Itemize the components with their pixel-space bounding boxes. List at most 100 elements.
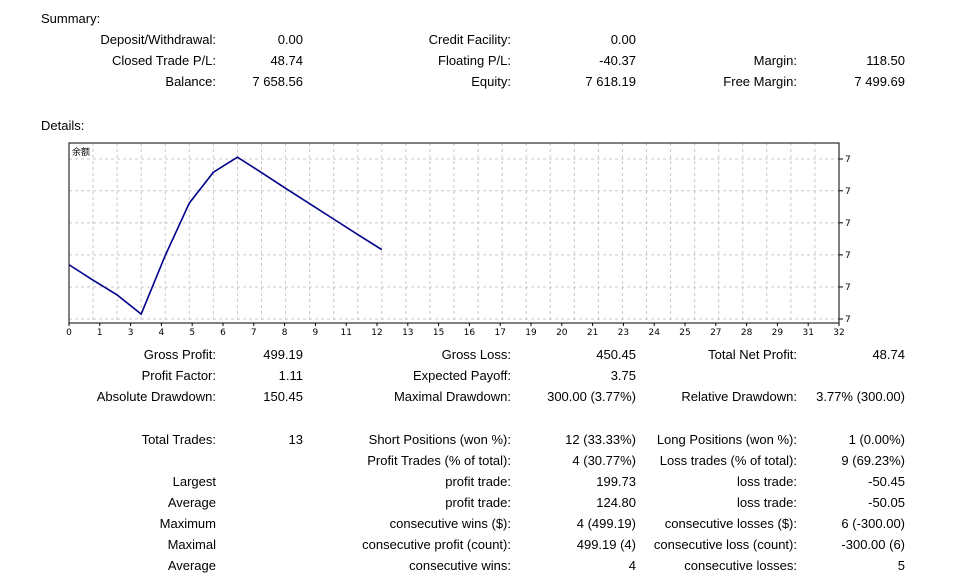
x-tick-label: 3 (128, 328, 134, 338)
x-tick-label: 21 (587, 328, 598, 338)
chart-grid (69, 143, 839, 323)
absolute-drawdown-label: Absolute Drawdown: (96, 389, 216, 404)
profit-trades-label: Profit Trades (% of total): (367, 453, 511, 468)
y-tick-label: 7850 (845, 187, 850, 197)
x-tick-label: 6 (220, 328, 226, 338)
x-tick-label: 29 (772, 328, 784, 338)
free-margin-label: Free Margin: (723, 74, 797, 89)
average-loss-label: loss trade: (737, 495, 797, 510)
y-tick-label: 7953 (845, 155, 850, 165)
maximal-drawdown-label: Maximal Drawdown: (393, 389, 511, 404)
y-tick-label: 7434 (845, 315, 850, 325)
deposit-withdrawal-label: Deposit/Withdrawal: (100, 32, 216, 47)
avg-consec-losses-label: consecutive losses: (684, 558, 797, 573)
average-consec-label: Average (167, 558, 216, 573)
y-tick-label: 7538 (845, 283, 850, 293)
free-margin-value: 7 499.69 (854, 74, 905, 89)
credit-facility-label: Credit Facility: (428, 32, 511, 47)
margin-label: Margin: (753, 53, 797, 68)
average-loss-value: -50.05 (868, 495, 905, 510)
relative-drawdown-label: Relative Drawdown: (681, 389, 797, 404)
total-trades-value: 13 (288, 432, 303, 447)
maximal-consec-loss-label: consecutive loss (count): (653, 537, 797, 552)
balance-line (68, 156, 383, 316)
gross-loss-value: 450.45 (596, 347, 636, 362)
gross-profit-value: 499.19 (263, 347, 303, 362)
x-tick-label: 16 (464, 328, 476, 338)
avg-consec-wins-value: 4 (628, 558, 636, 573)
chart-series (68, 156, 383, 316)
maximum-label: Maximum (159, 516, 216, 531)
x-tick-label: 7 (251, 328, 257, 338)
average-label: Average (167, 495, 216, 510)
loss-trades-label: Loss trades (% of total): (659, 453, 797, 468)
profit-factor-value: 1.11 (278, 368, 303, 383)
x-tick-label: 1 (97, 328, 103, 338)
max-consec-losses-value: 6 (-300.00) (841, 516, 905, 531)
x-tick-label: 0 (66, 328, 72, 338)
x-tick-label: 8 (282, 328, 288, 338)
largest-label: Largest (172, 474, 216, 489)
long-positions-value: 1 (0.00%) (848, 432, 905, 447)
avg-consec-wins-label: consecutive wins: (409, 558, 511, 573)
maximal-consec-profit-value: 499.19 (4) (576, 537, 636, 552)
balance-value: 7 658.56 (252, 74, 303, 89)
average-profit-label: profit trade: (445, 495, 511, 510)
x-tick-label: 23 (618, 328, 629, 338)
average-profit-value: 124.80 (596, 495, 636, 510)
total-net-profit-value: 48.74 (872, 347, 905, 362)
chart-frame (68, 142, 840, 324)
largest-profit-value: 199.73 (596, 474, 636, 489)
balance-label: Balance: (165, 74, 216, 89)
x-tick-label: 25 (679, 328, 690, 338)
x-tick-label: 9 (313, 328, 319, 338)
x-tick-label: 27 (710, 328, 721, 338)
short-positions-value: 12 (33.33%) (565, 432, 636, 447)
x-tick-label: 20 (556, 328, 568, 338)
total-trades-label: Total Trades: (141, 432, 216, 447)
x-tick-label: 5 (189, 328, 195, 338)
y-axis: 7434 7538 7642 7746 7850 7953 (839, 155, 850, 325)
x-axis: 0 1 3 4 5 6 7 8 9 11 12 13 15 16 17 19 20 21 23 24 25 27 28 29 3… (66, 323, 845, 338)
maximal-consec-profit-label: consecutive profit (count): (362, 537, 511, 552)
largest-profit-label: profit trade: (445, 474, 511, 489)
balance-chart: 余额 743475387642774678507953 013456789111… (66, 142, 850, 338)
gross-loss-label: Gross Loss: (441, 347, 511, 362)
equity-label: Equity: (471, 74, 511, 89)
max-consec-wins-value: 4 (499.19) (576, 516, 636, 531)
closed-trade-pl-value: 48.74 (270, 53, 303, 68)
long-positions-label: Long Positions (won %): (656, 432, 797, 447)
maximal-consec-loss-value: -300.00 (6) (841, 537, 905, 552)
x-tick-label: 32 (833, 328, 844, 338)
max-consec-losses-label: consecutive losses ($): (664, 516, 797, 531)
absolute-drawdown-value: 150.45 (263, 389, 303, 404)
summary-title: Summary: (41, 11, 101, 26)
total-net-profit-label: Total Net Profit: (708, 347, 797, 362)
avg-consec-losses-value: 5 (897, 558, 905, 573)
gross-profit-label: Gross Profit: (143, 347, 216, 362)
equity-value: 7 618.19 (585, 74, 636, 89)
loss-trades-value: 9 (69.23%) (841, 453, 905, 468)
x-tick-label: 13 (402, 328, 413, 338)
short-positions-label: Short Positions (won %): (368, 432, 511, 447)
x-tick-label: 19 (525, 328, 537, 338)
x-tick-label: 17 (494, 328, 505, 338)
expected-payoff-label: Expected Payoff: (412, 368, 511, 383)
profit-factor-label: Profit Factor: (141, 368, 216, 383)
x-tick-label: 28 (741, 328, 753, 338)
floating-pl-value: -40.37 (599, 53, 636, 68)
x-tick-label: 24 (648, 328, 660, 338)
max-consec-wins-label: consecutive wins ($): (389, 516, 511, 531)
largest-loss-label: loss trade: (737, 474, 797, 489)
x-tick-label: 4 (159, 328, 165, 338)
largest-loss-value: -50.45 (868, 474, 905, 489)
x-tick-label: 11 (340, 328, 351, 338)
x-tick-label: 12 (371, 328, 382, 338)
x-tick-label: 31 (802, 328, 813, 338)
x-tick-label: 15 (433, 328, 444, 338)
maximal-drawdown-value: 300.00 (3.77%) (547, 389, 636, 404)
credit-facility-value: 0.00 (610, 32, 636, 47)
closed-trade-pl-label: Closed Trade P/L: (111, 53, 216, 68)
profit-trades-value: 4 (30.77%) (572, 453, 636, 468)
floating-pl-label: Floating P/L: (438, 53, 511, 68)
